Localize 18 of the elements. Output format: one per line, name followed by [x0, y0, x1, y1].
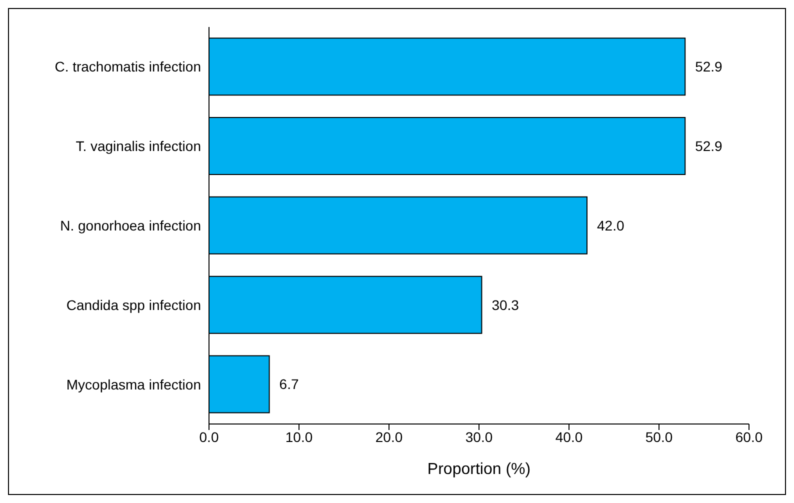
x-axis-title: Proportion (%) — [427, 461, 531, 478]
y-tick-label: C. trachomatis infection — [54, 58, 201, 75]
data-label: 42.0 — [597, 217, 624, 234]
y-tick-label: T. vaginalis infection — [76, 138, 201, 154]
data-label: 52.9 — [695, 58, 723, 75]
x-tick-label: 50.0 — [645, 428, 673, 445]
y-tick-label: Candida spp infection — [66, 296, 201, 313]
data-label: 6.7 — [279, 376, 299, 392]
data-label: 52.9 — [695, 138, 723, 154]
x-tick-label: 40.0 — [555, 428, 583, 445]
x-tick-label: 60.0 — [735, 428, 763, 445]
x-tick-label: 0.0 — [199, 428, 219, 445]
x-tick-label: 20.0 — [375, 428, 403, 445]
y-tick-label: N. gonorhoea infection — [60, 217, 201, 234]
x-tick-label: 10.0 — [285, 428, 313, 445]
y-tick-label: Mycoplasma infection — [66, 376, 201, 392]
x-tick-label: 30.0 — [465, 428, 493, 445]
data-label: 30.3 — [492, 296, 520, 313]
